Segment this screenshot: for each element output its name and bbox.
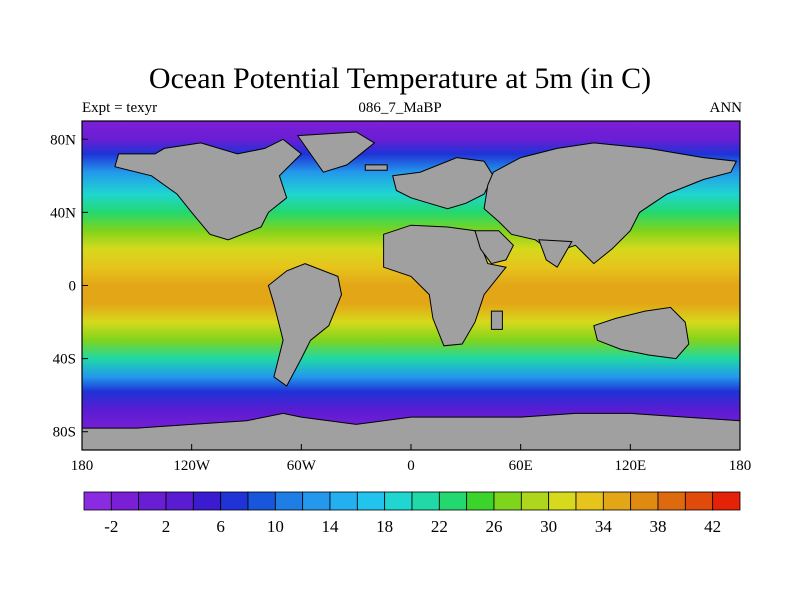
land-layer <box>82 131 740 450</box>
land-north-america <box>114 138 303 241</box>
land-arabia <box>474 230 515 265</box>
colorbar-box <box>138 491 167 511</box>
colorbar-box <box>329 491 358 511</box>
land-greenland <box>296 131 376 173</box>
x-tick-label: 0 <box>407 458 415 474</box>
colorbar-boxes <box>83 491 741 511</box>
colorbar-box <box>712 491 741 511</box>
y-tick-label: 80N <box>50 132 76 148</box>
land-europe <box>392 157 494 210</box>
colorbar-box <box>466 491 495 511</box>
y-tick-label: 40N <box>50 205 76 221</box>
experiment-label: Expt = texyr <box>82 100 158 116</box>
colorbar-box <box>247 491 276 511</box>
land-antarctica <box>82 412 740 450</box>
colorbar-box <box>411 491 440 511</box>
x-tick-label: 120E <box>614 458 646 474</box>
colorbar-box <box>302 491 331 511</box>
colorbar-box <box>192 491 222 511</box>
colorbar-box <box>274 491 304 511</box>
colorbar-box <box>220 491 249 511</box>
colorbar-label: 34 <box>595 517 613 536</box>
chart-title: Ocean Potential Temperature at 5m (in C) <box>148 62 652 95</box>
y-tick-label: 0 <box>69 279 77 295</box>
colorbar-box <box>520 491 550 511</box>
x-tick-label: 180 <box>729 458 752 474</box>
land-eurasia <box>483 142 738 265</box>
colorbar-box <box>575 491 604 511</box>
y-tick-label: 40S <box>53 352 76 368</box>
colorbar-label: 30 <box>540 517 557 536</box>
colorbar-box <box>684 491 714 511</box>
colorbar-box <box>83 491 112 511</box>
colorbar-label: 22 <box>431 517 448 536</box>
y-tick-label: 80S <box>53 425 76 441</box>
x-tick-label: 60W <box>287 458 317 474</box>
land-australia <box>593 306 690 360</box>
colorbar-box <box>548 491 577 511</box>
latitude-axis: 80N 40N 0 40S 80S <box>50 132 88 441</box>
colorbar-labels: -2 2 6 10 14 18 22 26 30 34 38 42 <box>104 517 721 536</box>
colorbar-label: 10 <box>267 517 284 536</box>
colorbar-label: 2 <box>162 517 171 536</box>
colorbar-label: 6 <box>216 517 225 536</box>
land-madagascar <box>490 310 503 330</box>
x-tick-label: 120W <box>173 458 211 474</box>
season-label: ANN <box>709 100 743 116</box>
colorbar-box <box>110 491 140 511</box>
colorbar-label: 38 <box>650 517 667 536</box>
land-iceland <box>364 164 388 171</box>
longitude-axis: 180 120W 60W 0 60E 120E 180 <box>71 444 752 474</box>
colorbar-box <box>165 491 194 511</box>
x-tick-label: 180 <box>71 458 94 474</box>
map-plot-area <box>82 121 740 450</box>
colorbar-box <box>438 491 468 511</box>
colorbar-box <box>493 491 522 511</box>
case-label: 086_7_MaBP <box>358 100 442 116</box>
land-south-america <box>267 263 343 387</box>
colorbar-label: 42 <box>704 517 721 536</box>
colorbar-label: 18 <box>376 517 393 536</box>
colorbar-box <box>356 491 386 511</box>
x-tick-label: 60E <box>509 458 533 474</box>
land-india <box>538 239 573 268</box>
land-africa <box>383 224 507 347</box>
colorbar-box <box>630 491 659 511</box>
colorbar-label: 26 <box>486 517 503 536</box>
colorbar-label: 14 <box>322 517 340 536</box>
colorbar-box <box>657 491 686 511</box>
colorbar-box <box>602 491 632 511</box>
colorbar-label: -2 <box>104 517 118 536</box>
colorbar-box <box>384 491 413 511</box>
